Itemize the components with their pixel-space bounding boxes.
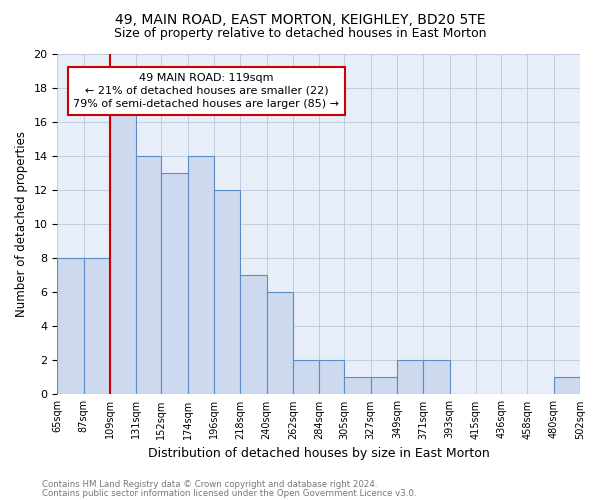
- Y-axis label: Number of detached properties: Number of detached properties: [15, 131, 28, 317]
- Bar: [58, 258, 84, 394]
- Bar: [136, 156, 161, 394]
- Text: 49, MAIN ROAD, EAST MORTON, KEIGHLEY, BD20 5TE: 49, MAIN ROAD, EAST MORTON, KEIGHLEY, BD…: [115, 12, 485, 26]
- Bar: [241, 276, 266, 394]
- Bar: [110, 105, 136, 395]
- X-axis label: Distribution of detached houses by size in East Morton: Distribution of detached houses by size …: [148, 447, 490, 460]
- Text: Size of property relative to detached houses in East Morton: Size of property relative to detached ho…: [114, 28, 486, 40]
- Bar: [84, 258, 110, 394]
- Bar: [371, 378, 397, 394]
- Bar: [319, 360, 344, 394]
- Bar: [554, 378, 580, 394]
- Text: 49 MAIN ROAD: 119sqm
← 21% of detached houses are smaller (22)
79% of semi-detac: 49 MAIN ROAD: 119sqm ← 21% of detached h…: [73, 72, 340, 109]
- Text: Contains public sector information licensed under the Open Government Licence v3: Contains public sector information licen…: [42, 488, 416, 498]
- Bar: [161, 173, 188, 394]
- Bar: [266, 292, 293, 394]
- Bar: [214, 190, 241, 394]
- Bar: [424, 360, 449, 394]
- Bar: [397, 360, 424, 394]
- Bar: [344, 378, 371, 394]
- Bar: [188, 156, 214, 394]
- Text: Contains HM Land Registry data © Crown copyright and database right 2024.: Contains HM Land Registry data © Crown c…: [42, 480, 377, 489]
- Bar: [293, 360, 319, 394]
